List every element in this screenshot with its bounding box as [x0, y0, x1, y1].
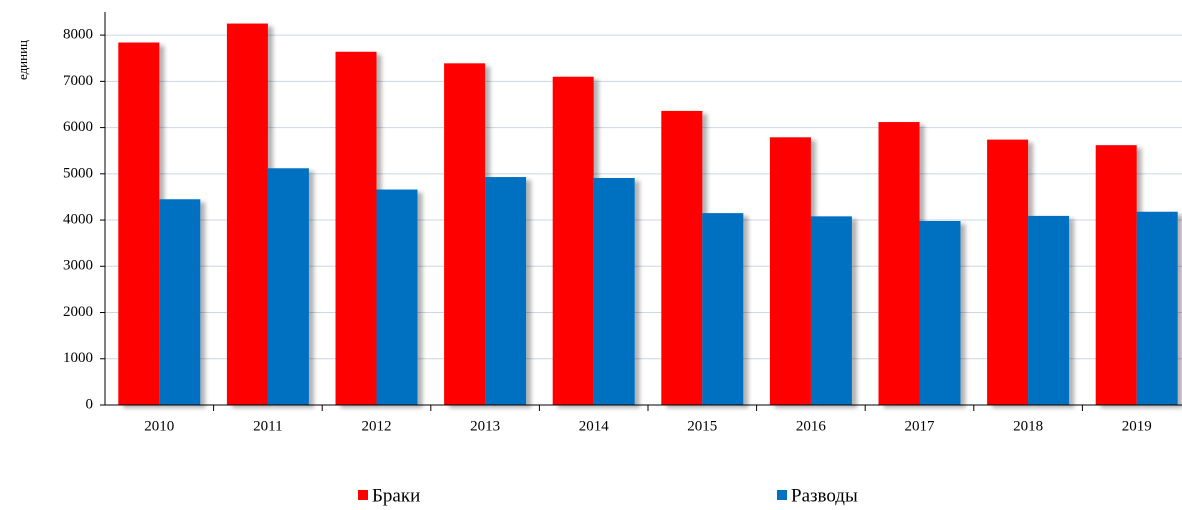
bar [552, 76, 594, 406]
bar [118, 42, 160, 406]
bar [593, 177, 635, 405]
y-tick-label: 6000 [63, 119, 93, 135]
legend-label: Разводы [791, 485, 858, 506]
x-tick-label: 2019 [1122, 418, 1152, 434]
x-tick-label: 2016 [796, 418, 827, 434]
y-tick-label: 5000 [63, 165, 93, 181]
bar [878, 122, 920, 405]
x-tick-label: 2011 [253, 418, 282, 434]
x-tick-label: 2013 [470, 418, 500, 434]
y-tick-label: 7000 [63, 73, 93, 89]
bar [919, 220, 961, 405]
x-tick-label: 2017 [905, 418, 936, 434]
bar [444, 63, 486, 406]
legend-swatch [358, 490, 368, 500]
bar [1136, 211, 1178, 405]
y-axis-label: единиц [15, 40, 30, 80]
bar [159, 199, 201, 405]
bar [769, 137, 811, 405]
bar [810, 216, 852, 405]
bar [987, 139, 1029, 405]
bar [702, 213, 744, 405]
bar [335, 51, 377, 405]
y-tick-label: 0 [86, 396, 94, 412]
x-tick-label: 2012 [362, 418, 392, 434]
bar [267, 168, 309, 405]
y-tick-label: 1000 [63, 350, 93, 366]
bar [1028, 215, 1070, 405]
bar [661, 110, 703, 405]
x-tick-label: 2018 [1013, 418, 1043, 434]
x-tick-label: 2010 [144, 418, 174, 434]
bar [485, 177, 527, 405]
bar [1095, 145, 1137, 405]
legend-swatch [777, 490, 787, 500]
y-tick-label: 3000 [63, 258, 93, 274]
legend-label: Браки [372, 485, 420, 506]
y-tick-label: 2000 [63, 304, 93, 320]
bar [226, 23, 268, 405]
x-tick-label: 2015 [687, 418, 717, 434]
y-tick-label: 8000 [63, 27, 93, 43]
x-tick-label: 2014 [579, 418, 610, 434]
bar [376, 189, 418, 405]
y-tick-label: 4000 [63, 211, 93, 227]
